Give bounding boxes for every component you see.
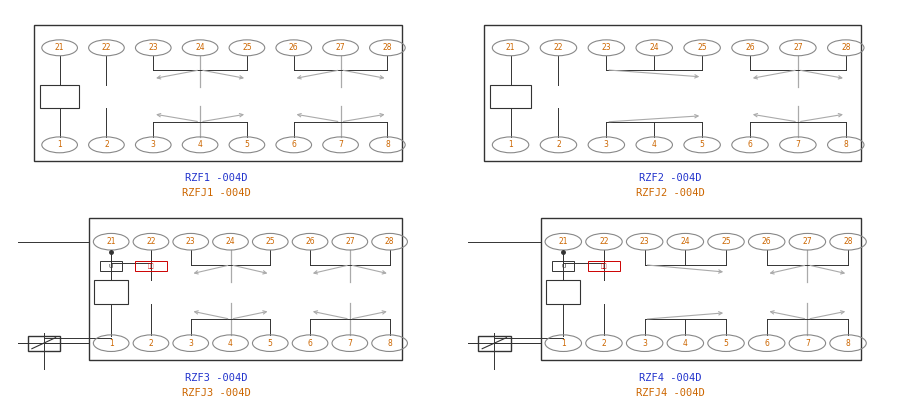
Text: 22: 22 — [599, 237, 608, 246]
Text: 24: 24 — [226, 237, 235, 246]
Text: 1: 1 — [561, 339, 566, 348]
Text: 6: 6 — [308, 339, 312, 348]
Text: 1: 1 — [58, 140, 62, 149]
Text: 3: 3 — [151, 140, 156, 149]
Text: 6: 6 — [748, 140, 752, 149]
Bar — [491, 85, 531, 108]
Text: 6: 6 — [764, 339, 770, 348]
Text: 28: 28 — [841, 43, 850, 52]
Text: 电源: 电源 — [148, 263, 154, 269]
Text: RZF2 -004D: RZF2 -004D — [639, 173, 702, 183]
Text: RZFJ3 -004D: RZFJ3 -004D — [182, 388, 250, 398]
Text: 5: 5 — [245, 140, 249, 149]
Text: 4: 4 — [198, 140, 202, 149]
Text: RZFJ2 -004D: RZFJ2 -004D — [636, 188, 705, 198]
Text: 21: 21 — [506, 43, 516, 52]
Text: 1: 1 — [109, 339, 113, 348]
Text: RZF1 -004D: RZF1 -004D — [184, 173, 248, 183]
Text: 4: 4 — [228, 339, 233, 348]
Bar — [40, 85, 79, 108]
Text: 27: 27 — [336, 43, 346, 52]
Text: 28: 28 — [385, 237, 394, 246]
Text: 27: 27 — [803, 237, 812, 246]
Text: 24: 24 — [680, 237, 690, 246]
Text: 24: 24 — [195, 43, 205, 52]
Bar — [100, 261, 122, 271]
Text: 26: 26 — [305, 237, 315, 246]
Text: 26: 26 — [762, 237, 771, 246]
Text: 27: 27 — [793, 43, 803, 52]
Text: 23: 23 — [186, 237, 195, 246]
Text: 25: 25 — [266, 237, 275, 246]
Text: 电源: 电源 — [600, 263, 608, 269]
Bar — [89, 218, 402, 360]
Text: 25: 25 — [698, 43, 706, 52]
Text: 2: 2 — [104, 140, 109, 149]
Text: 8: 8 — [387, 339, 392, 348]
Bar — [553, 261, 574, 271]
Text: 4: 4 — [683, 339, 688, 348]
Text: 23: 23 — [601, 43, 611, 52]
Text: 22: 22 — [554, 43, 563, 52]
Text: 5: 5 — [724, 339, 728, 348]
Text: 2: 2 — [556, 140, 561, 149]
Text: 23: 23 — [640, 237, 650, 246]
Text: 22: 22 — [146, 237, 156, 246]
Text: 6: 6 — [292, 140, 296, 149]
Text: 3: 3 — [643, 339, 647, 348]
Bar — [34, 25, 402, 161]
Text: RZF3 -004D: RZF3 -004D — [184, 373, 248, 383]
Bar — [94, 280, 128, 304]
Text: 7: 7 — [805, 339, 810, 348]
Text: 5: 5 — [268, 339, 273, 348]
Text: 2: 2 — [601, 339, 607, 348]
Text: 22: 22 — [102, 43, 112, 52]
Text: 21: 21 — [559, 237, 568, 246]
Text: 3: 3 — [188, 339, 194, 348]
Text: 7: 7 — [796, 140, 800, 149]
Text: 24: 24 — [650, 43, 659, 52]
Text: 3: 3 — [604, 140, 608, 149]
Text: 2: 2 — [148, 339, 153, 348]
Text: RZFJ4 -004D: RZFJ4 -004D — [636, 388, 705, 398]
Text: 8: 8 — [846, 339, 850, 348]
Text: 21: 21 — [106, 237, 116, 246]
Bar — [28, 336, 59, 350]
Bar — [541, 218, 860, 360]
Text: 28: 28 — [382, 43, 392, 52]
Text: 26: 26 — [745, 43, 755, 52]
Text: 8: 8 — [385, 140, 390, 149]
Text: 8: 8 — [843, 140, 848, 149]
Text: 26: 26 — [289, 43, 299, 52]
Bar — [546, 280, 580, 304]
Text: 4: 4 — [652, 140, 657, 149]
Text: U: U — [561, 264, 565, 269]
Text: 25: 25 — [721, 237, 731, 246]
Text: 1: 1 — [508, 140, 513, 149]
Text: 21: 21 — [55, 43, 65, 52]
Text: 25: 25 — [242, 43, 252, 52]
Bar — [135, 261, 166, 271]
Text: 27: 27 — [345, 237, 355, 246]
Text: RZF4 -004D: RZF4 -004D — [639, 373, 702, 383]
Text: 7: 7 — [338, 140, 343, 149]
Text: U: U — [109, 264, 113, 269]
Text: 28: 28 — [843, 237, 853, 246]
Text: 7: 7 — [347, 339, 352, 348]
Text: RZFJ1 -004D: RZFJ1 -004D — [182, 188, 250, 198]
Text: 5: 5 — [699, 140, 705, 149]
Bar — [484, 25, 860, 161]
Bar — [588, 261, 620, 271]
Text: 23: 23 — [148, 43, 158, 52]
Bar — [478, 336, 510, 350]
